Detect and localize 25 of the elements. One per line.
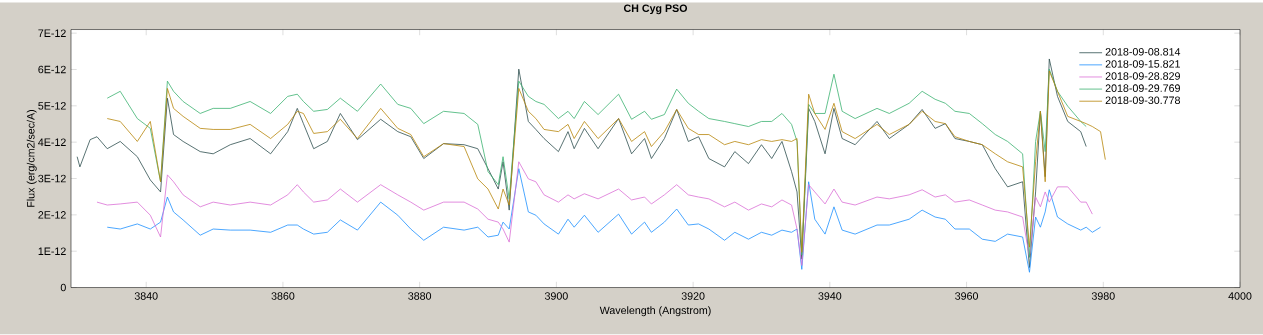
x-tick-label: 3900 bbox=[544, 292, 568, 301]
x-axis-title: Wavelength (Angstrom) bbox=[599, 306, 711, 317]
x-tick-label: 3840 bbox=[134, 292, 158, 301]
y-tick-label: 4E-12 bbox=[38, 138, 66, 147]
legend-label: 2018-09-29.769 bbox=[1105, 84, 1180, 93]
y-tick-label: 3E-12 bbox=[38, 174, 66, 183]
x-tick-label: 3860 bbox=[271, 292, 295, 301]
x-tick-label: 3880 bbox=[408, 292, 432, 301]
legend-label: 2018-09-08.814 bbox=[1105, 48, 1181, 56]
legend-label: 2018-09-30.778 bbox=[1105, 96, 1180, 105]
y-tick-label: 0 bbox=[60, 283, 66, 292]
legend-label: 2018-09-28.829 bbox=[1105, 72, 1180, 81]
y-tick-label: 1E-12 bbox=[38, 247, 66, 256]
x-tick-label: 4000 bbox=[1228, 292, 1252, 301]
legend-label: 2018-09-15.821 bbox=[1105, 60, 1180, 68]
x-tick-label: 3960 bbox=[955, 292, 979, 301]
y-axis-title: Flux (erg/cm2/sec/A) bbox=[26, 110, 37, 208]
x-tick-label: 3920 bbox=[681, 292, 705, 301]
chart-title: CH Cyg PSO bbox=[623, 4, 688, 15]
y-tick-label: 5E-12 bbox=[38, 102, 66, 110]
y-tick-label: 7E-12 bbox=[38, 29, 66, 38]
y-tick-label: 6E-12 bbox=[38, 65, 66, 74]
y-tick-label: 2E-12 bbox=[38, 211, 66, 219]
x-tick-label: 3980 bbox=[1091, 292, 1115, 301]
x-tick-label: 3940 bbox=[818, 292, 842, 301]
